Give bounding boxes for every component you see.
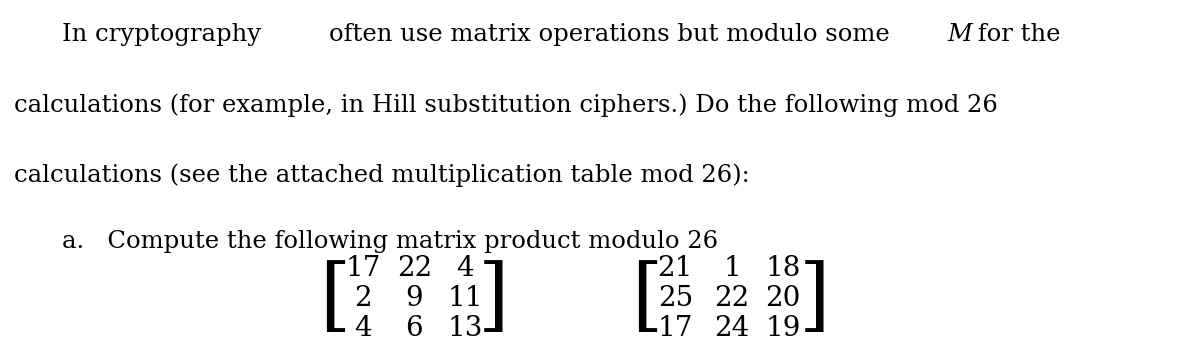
Text: 17: 17 — [658, 315, 694, 342]
Text: In cryptography: In cryptography — [62, 23, 262, 46]
Text: [: [ — [631, 260, 662, 338]
Text: 9: 9 — [406, 285, 424, 312]
Text: 17: 17 — [346, 255, 380, 282]
Text: 22: 22 — [397, 255, 432, 282]
Text: for the: for the — [971, 23, 1061, 46]
Text: 13: 13 — [448, 315, 484, 342]
Text: 2: 2 — [354, 285, 372, 312]
Text: 6: 6 — [406, 315, 424, 342]
Text: 21: 21 — [658, 255, 692, 282]
Text: 22: 22 — [714, 285, 750, 312]
Text: 25: 25 — [658, 285, 692, 312]
Text: 11: 11 — [448, 285, 484, 312]
Text: 4: 4 — [354, 315, 372, 342]
Text: 20: 20 — [766, 285, 800, 312]
Text: M: M — [948, 23, 972, 46]
Text: 24: 24 — [714, 315, 750, 342]
Text: 18: 18 — [766, 255, 800, 282]
Text: 4: 4 — [456, 255, 474, 282]
Text: a.   Compute the following matrix product modulo 26: a. Compute the following matrix product … — [62, 230, 719, 253]
Text: ]: ] — [799, 260, 830, 338]
Text: often use matrix operations but modulo some: often use matrix operations but modulo s… — [329, 23, 898, 46]
Text: 1: 1 — [724, 255, 740, 282]
Text: 19: 19 — [766, 315, 800, 342]
Text: calculations (for example, in Hill substitution ciphers.) Do the following mod 2: calculations (for example, in Hill subst… — [13, 93, 997, 117]
Text: ]: ] — [478, 260, 509, 338]
Text: calculations (see the attached multiplication table mod 26):: calculations (see the attached multiplic… — [13, 164, 749, 187]
Text: [: [ — [319, 260, 350, 338]
